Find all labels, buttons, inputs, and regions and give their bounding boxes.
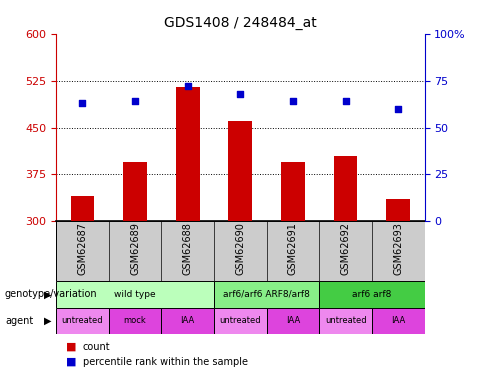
- Text: GSM62690: GSM62690: [235, 222, 245, 274]
- Text: count: count: [83, 342, 111, 352]
- Text: genotype/variation: genotype/variation: [5, 290, 98, 299]
- Text: GSM62692: GSM62692: [341, 222, 350, 275]
- Text: GSM62689: GSM62689: [130, 222, 140, 274]
- Text: GSM62687: GSM62687: [78, 222, 87, 275]
- Bar: [334, 156, 357, 221]
- Text: arf6 arf8: arf6 arf8: [352, 290, 391, 299]
- Text: ■: ■: [66, 342, 77, 352]
- Text: untreated: untreated: [61, 316, 103, 325]
- Text: untreated: untreated: [220, 316, 261, 325]
- Bar: [71, 196, 94, 221]
- Text: arf6/arf6 ARF8/arf8: arf6/arf6 ARF8/arf8: [223, 290, 310, 299]
- Text: ▶: ▶: [44, 290, 51, 299]
- Text: agent: agent: [5, 316, 33, 326]
- Text: wild type: wild type: [114, 290, 156, 299]
- Bar: [228, 121, 252, 221]
- Bar: [56, 281, 214, 308]
- Text: GSM62688: GSM62688: [183, 222, 193, 274]
- Text: IAA: IAA: [286, 316, 300, 325]
- Text: percentile rank within the sample: percentile rank within the sample: [83, 357, 248, 367]
- Bar: [266, 308, 319, 334]
- Bar: [214, 308, 266, 334]
- Text: IAA: IAA: [391, 316, 406, 325]
- Bar: [372, 308, 425, 334]
- Bar: [281, 162, 305, 221]
- Bar: [319, 308, 372, 334]
- Title: GDS1408 / 248484_at: GDS1408 / 248484_at: [164, 16, 317, 30]
- Point: [289, 98, 297, 104]
- Text: untreated: untreated: [325, 316, 366, 325]
- Bar: [109, 308, 162, 334]
- Bar: [386, 200, 410, 221]
- Point: [131, 98, 139, 104]
- Bar: [214, 281, 319, 308]
- Text: IAA: IAA: [181, 316, 195, 325]
- Text: GSM62691: GSM62691: [288, 222, 298, 274]
- Text: ■: ■: [66, 357, 77, 367]
- Point: [79, 100, 86, 106]
- Text: GSM62693: GSM62693: [393, 222, 403, 274]
- Bar: [56, 308, 109, 334]
- Bar: [162, 308, 214, 334]
- Point: [394, 106, 402, 112]
- Text: ▶: ▶: [44, 316, 51, 326]
- Text: mock: mock: [123, 316, 146, 325]
- Bar: [123, 162, 147, 221]
- Point: [184, 83, 192, 89]
- Point: [237, 91, 244, 97]
- Bar: [319, 281, 425, 308]
- Bar: [176, 87, 200, 221]
- Point: [342, 98, 349, 104]
